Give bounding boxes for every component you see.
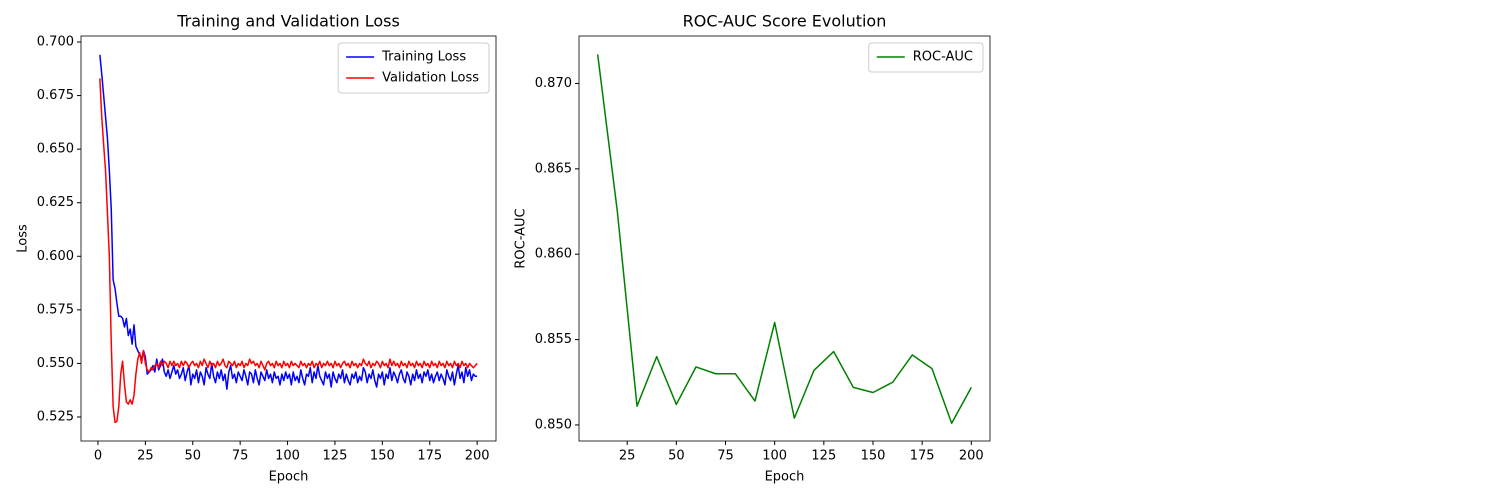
x-tick-label: 200 [465, 449, 490, 464]
x-tick-label: 0 [94, 449, 102, 464]
legend-box [868, 42, 984, 73]
legend-label: Training Loss [381, 50, 466, 65]
y-tick-label: 0.675 [37, 88, 74, 103]
legend: ROC-AUC [868, 42, 984, 73]
x-tick-label: 150 [861, 449, 886, 464]
chart-title: ROC-AUC Score Evolution [683, 12, 887, 31]
series-line [99, 78, 478, 424]
y-tick-label: 0.870 [535, 76, 572, 91]
series-line [596, 54, 972, 424]
x-tick-label: 75 [232, 449, 249, 464]
y-tick-label: 0.525 [37, 410, 74, 425]
legend: Training Loss Validation Loss [337, 42, 490, 94]
x-tick-label: 100 [275, 449, 300, 464]
x-tick-label: 200 [959, 449, 984, 464]
legend-label: Validation Loss [382, 71, 479, 86]
x-tick-label: 125 [811, 449, 836, 464]
x-tick-label: 100 [762, 449, 787, 464]
y-axis-label: ROC-AUC [514, 208, 529, 268]
chart: ROC-AUC Score Evolution 25 50 75 100 125 150 17… [514, 12, 991, 485]
x-tick-label: 50 [668, 449, 685, 464]
axes-frame [578, 35, 991, 442]
x-tick-label: 25 [619, 449, 636, 464]
axes-frame [80, 35, 497, 442]
series-line [99, 54, 478, 390]
y-axis-label: Loss [16, 224, 31, 253]
y-tick-label: 0.575 [37, 302, 74, 317]
y-tick-label: 0.600 [37, 249, 74, 264]
y-tick-label: 0.650 [37, 142, 74, 157]
x-tick-label: 150 [370, 449, 395, 464]
y-tick-label: 0.700 [37, 35, 74, 50]
y-tick-label: 0.850 [535, 417, 572, 432]
x-tick-label: 25 [137, 449, 154, 464]
y-tick-label: 0.860 [535, 247, 572, 262]
x-tick-label: 175 [910, 449, 935, 464]
x-tick-label: 75 [717, 449, 734, 464]
x-axis-label: Epoch [765, 470, 805, 485]
y-tick-label: 0.855 [535, 332, 572, 347]
chart: Training and Validation Loss 0 25 50 75 100 12… [16, 12, 497, 485]
legend-box [337, 42, 490, 94]
chart-title: Training and Validation Loss [176, 12, 400, 31]
x-tick-label: 50 [184, 449, 201, 464]
x-tick-label: 175 [417, 449, 442, 464]
x-tick-label: 125 [323, 449, 348, 464]
x-axis-label: Epoch [269, 470, 309, 485]
y-tick-label: 0.550 [37, 356, 74, 371]
y-tick-label: 0.865 [535, 161, 572, 176]
legend-label: ROC-AUC [913, 50, 973, 65]
y-tick-label: 0.625 [37, 195, 74, 210]
